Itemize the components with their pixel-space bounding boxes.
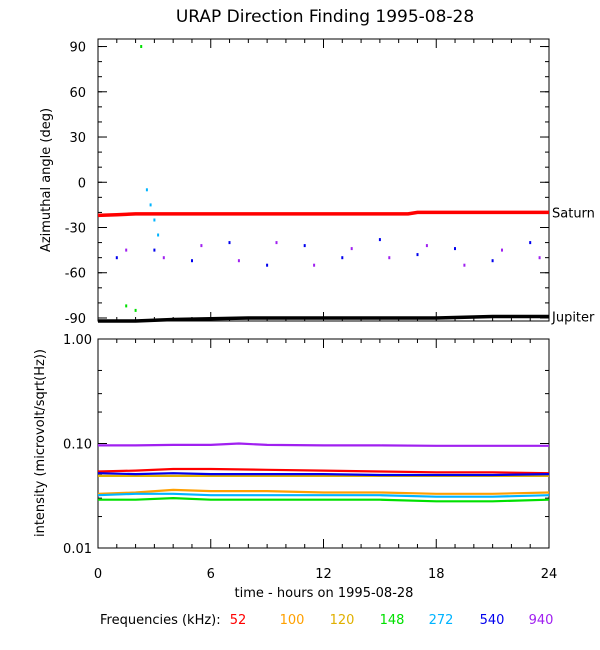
azimuth-point bbox=[454, 247, 456, 251]
chart-title: URAP Direction Finding 1995-08-28 bbox=[176, 7, 474, 27]
time-tick-label: 24 bbox=[541, 567, 558, 582]
intensity-series-148 bbox=[98, 496, 550, 503]
intensity-tick-label: 1.00 bbox=[63, 333, 92, 348]
intensity-series-100 bbox=[97, 488, 550, 495]
azimuth-tick-label: 30 bbox=[69, 131, 86, 146]
azimuth-point bbox=[491, 259, 494, 263]
azimuth-point bbox=[157, 233, 160, 237]
azimuth-point bbox=[341, 256, 344, 260]
time-x-axis-label: time - hours on 1995-08-28 bbox=[235, 586, 414, 601]
azimuth-point bbox=[162, 256, 165, 260]
legend-entry-540: 540 bbox=[480, 613, 505, 628]
time-tick-label: 18 bbox=[428, 567, 445, 582]
reference-line-jupiter bbox=[98, 314, 549, 323]
legend-entry-940: 940 bbox=[529, 613, 554, 628]
intensity-series-52 bbox=[97, 467, 550, 475]
azimuth-point bbox=[266, 263, 269, 267]
legend-entry-52: 52 bbox=[230, 613, 247, 628]
azimuth-point bbox=[313, 263, 316, 267]
azimuth-point bbox=[145, 188, 148, 192]
azimuth-point bbox=[125, 248, 128, 252]
azimuth-tick-label: -60 bbox=[65, 267, 86, 282]
intensity-tick-label: 0.01 bbox=[63, 542, 92, 557]
azimuth-point bbox=[200, 244, 203, 248]
reference-line-saturn bbox=[97, 210, 549, 218]
azimuth-point bbox=[463, 263, 466, 267]
frequency-legend: Frequencies (kHz): 52 100 120 148 272 540 940 bbox=[100, 613, 553, 628]
azimuth-tick-label: 60 bbox=[69, 86, 86, 101]
azimuth-point bbox=[125, 304, 128, 308]
azimuth-point bbox=[153, 248, 156, 252]
intensity-panel: 0.01 0.10 1.00 0 6 12 18 24 intensity (microvol… bbox=[33, 333, 557, 601]
azimuth-tick-label: -90 bbox=[65, 312, 86, 327]
azimuth-point bbox=[153, 218, 156, 222]
azimuth-y-axis-label: Azimuthal angle (deg) bbox=[39, 108, 54, 252]
azimuth-point bbox=[228, 241, 231, 245]
azimuth-point bbox=[115, 256, 118, 260]
azimuth-panel: 90 60 30 0 -30 -60 -90 Saturn Jupiter Azimuthal… bbox=[39, 38, 595, 327]
reference-label-jupiter: Jupiter bbox=[551, 310, 595, 325]
azimuth-point bbox=[237, 259, 240, 263]
intensity-series-540 bbox=[97, 472, 550, 477]
legend-entry-148: 148 bbox=[380, 613, 405, 628]
azimuth-tick-label: 0 bbox=[78, 176, 86, 191]
legend-title: Frequencies (kHz): bbox=[100, 613, 221, 628]
legend-entry-100: 100 bbox=[280, 613, 305, 628]
azimuth-point bbox=[303, 244, 306, 248]
azimuth-point bbox=[416, 253, 419, 257]
azimuth-point bbox=[501, 248, 503, 252]
azimuth-point bbox=[425, 244, 428, 248]
azimuth-point bbox=[350, 247, 353, 251]
time-tick-label: 12 bbox=[315, 567, 332, 582]
legend-entry-120: 120 bbox=[330, 613, 355, 628]
azimuth-tick-label: -30 bbox=[65, 222, 86, 237]
time-tick-label: 6 bbox=[207, 567, 215, 582]
legend-entry-272: 272 bbox=[429, 613, 454, 628]
azimuth-point bbox=[388, 256, 391, 260]
azimuth-point bbox=[149, 203, 152, 207]
intensity-y-axis-label: intensity (microvolt/sqrt(Hz)) bbox=[33, 349, 48, 537]
azimuth-point bbox=[191, 259, 193, 263]
intensity-series-940 bbox=[98, 442, 549, 447]
intensity-plot-frame bbox=[97, 338, 550, 549]
reference-label-saturn: Saturn bbox=[552, 206, 595, 221]
azimuth-tick-label: 90 bbox=[69, 41, 86, 56]
azimuth-plot-frame bbox=[97, 38, 550, 322]
azimuth-point bbox=[378, 238, 381, 242]
azimuth-point bbox=[134, 308, 137, 312]
azimuth-point bbox=[275, 241, 278, 245]
intensity-tick-label: 0.10 bbox=[63, 438, 92, 453]
azimuth-point bbox=[529, 241, 532, 245]
intensity-series-272 bbox=[97, 492, 550, 498]
azimuth-point bbox=[140, 45, 143, 48]
time-tick-label: 0 bbox=[94, 567, 102, 582]
azimuth-point bbox=[538, 256, 541, 260]
